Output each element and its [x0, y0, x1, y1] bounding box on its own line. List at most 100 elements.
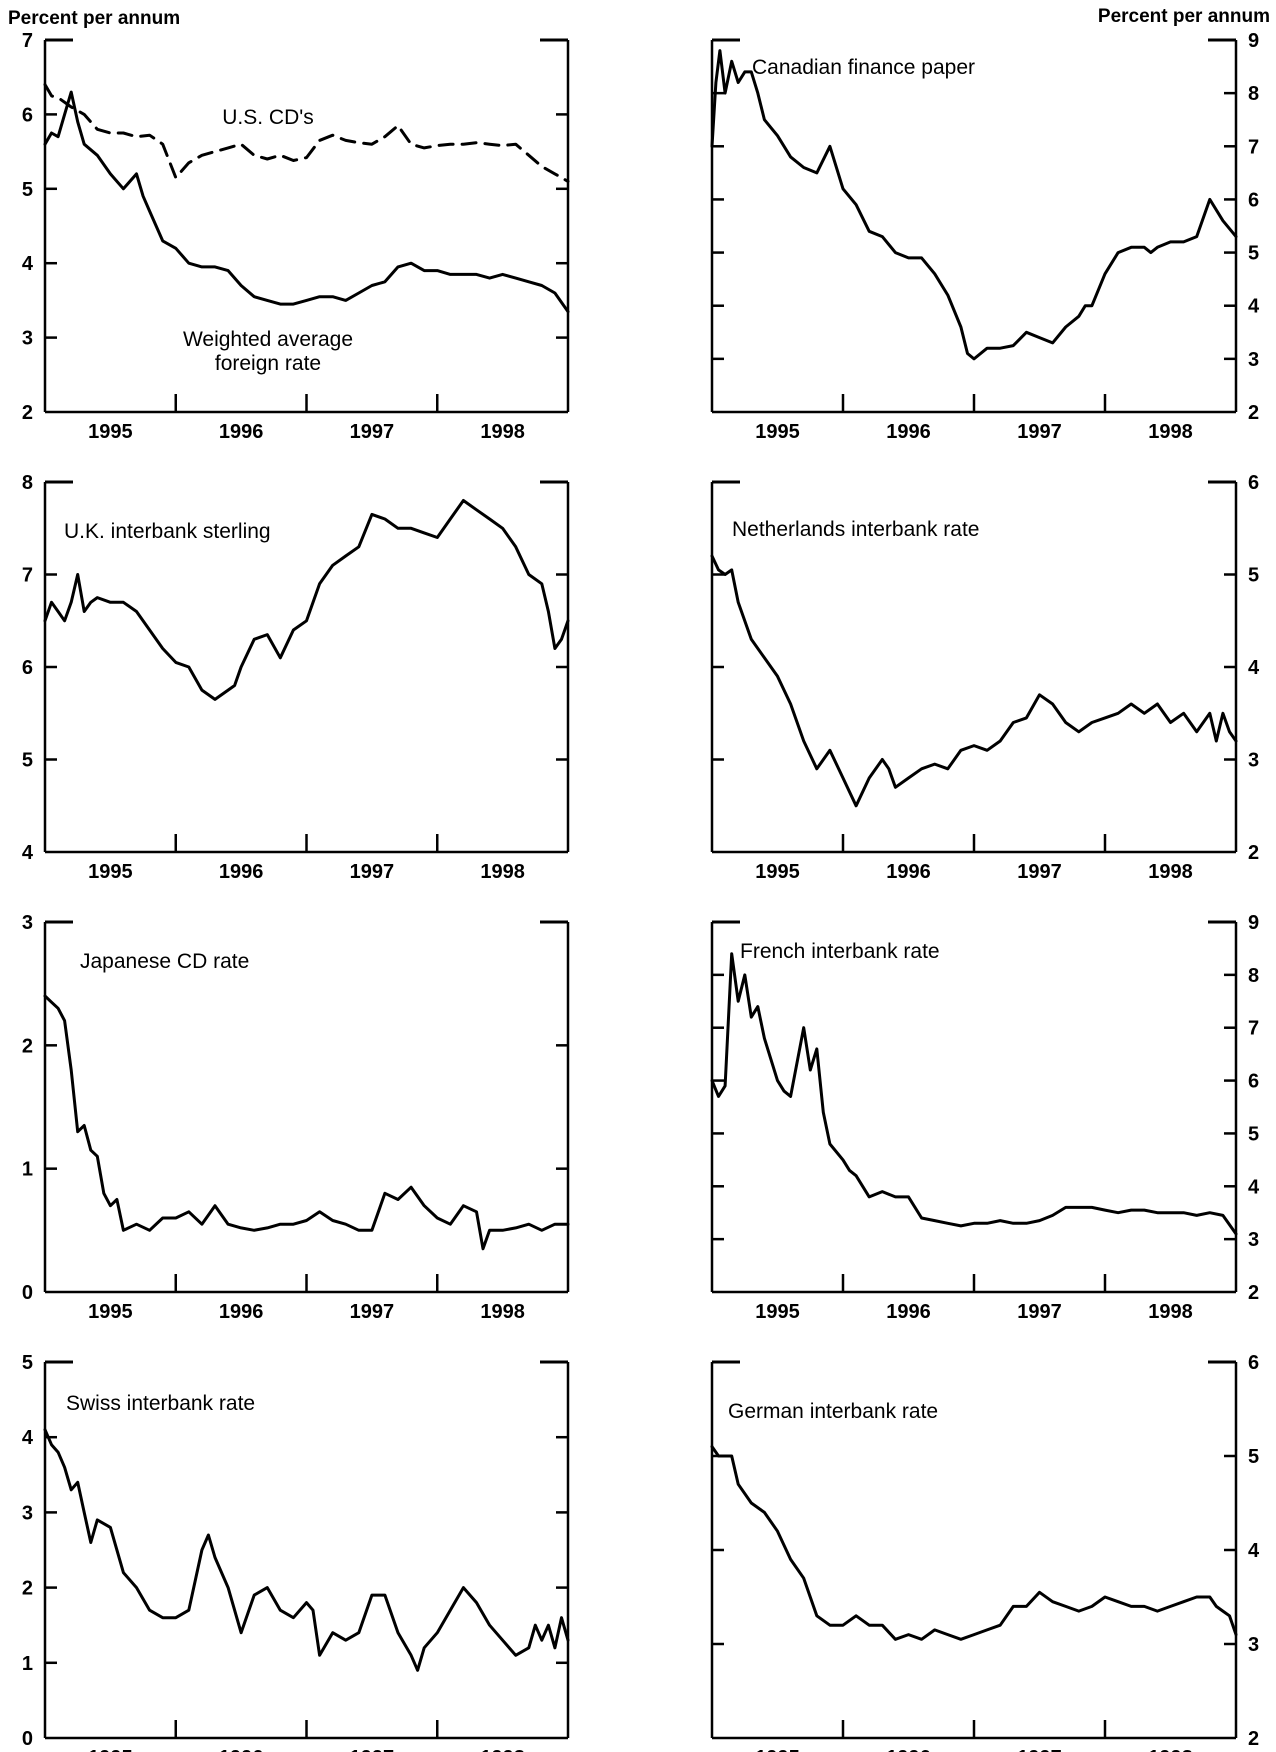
y-tick-label: 3 [1248, 1229, 1259, 1251]
y-tick-label: 3 [1248, 1634, 1259, 1656]
x-tick-label: 1997 [1017, 421, 1062, 443]
x-tick-label: 1995 [755, 1301, 800, 1323]
y-tick-label: 4 [1248, 1540, 1260, 1562]
x-tick-label: 1998 [480, 421, 525, 443]
x-tick-label: 1996 [886, 861, 931, 883]
y-tick-label: 6 [1248, 189, 1259, 211]
chart-panel-8: 2 3 4 5 6 1995 1996 1997 1998 German interbank ra… [710, 1352, 1260, 1752]
y-tick-label: 4 [1248, 1176, 1260, 1198]
series-line [43, 499, 570, 701]
y-tick-label: 7 [1248, 1018, 1259, 1040]
y-tick-label: 7 [22, 30, 33, 52]
y-tick-label: 4 [22, 842, 34, 864]
right-axis-unit-label: Percent per annum [1098, 6, 1270, 27]
x-tick-label: 1995 [88, 861, 133, 883]
x-tick-label: 1997 [1017, 861, 1062, 883]
chart-panel-7: 0 1 2 3 4 5 1995 1996 1997 1998 Swiss interbank ra… [22, 1352, 570, 1752]
x-tick-label: 1998 [1148, 1747, 1193, 1752]
y-tick-label: 7 [22, 565, 33, 587]
x-tick-label: 1998 [480, 1301, 525, 1323]
x-tick-label: 1995 [755, 421, 800, 443]
x-tick-label: 1998 [480, 861, 525, 883]
x-tick-label: 1996 [219, 421, 264, 443]
chart-label: German interbank rate [728, 1400, 938, 1423]
y-tick-label: 5 [22, 179, 33, 201]
x-tick-label: 1995 [88, 1301, 133, 1323]
left-axis-unit-label: Percent per annum [8, 8, 180, 29]
y-tick-label: 2 [1248, 402, 1259, 424]
y-tick-label: 0 [22, 1728, 33, 1750]
y-tick-label: 3 [22, 328, 33, 350]
series-line [43, 994, 570, 1251]
x-tick-label: 1996 [219, 1301, 264, 1323]
y-tick-label: 3 [22, 912, 33, 934]
y-tick-label: 5 [22, 1352, 33, 1374]
y-tick-label: 0 [22, 1282, 33, 1304]
series-line-dashed [43, 83, 570, 183]
x-tick-label: 1997 [350, 861, 395, 883]
x-tick-label: 1998 [480, 1747, 525, 1752]
y-tick-label: 7 [1248, 136, 1259, 158]
series-line [43, 90, 570, 314]
y-tick-label: 3 [22, 1502, 33, 1524]
chart-label: U.S. CD's [222, 106, 314, 129]
chart-label: Canadian finance paper [752, 56, 975, 79]
y-tick-label: 6 [22, 104, 33, 126]
y-tick-label: 2 [22, 1035, 33, 1057]
chart-label: Japanese CD rate [80, 950, 249, 973]
series-line [43, 1428, 570, 1672]
series-line [710, 952, 1238, 1236]
y-tick-label: 2 [1248, 1728, 1259, 1750]
x-tick-label: 1996 [886, 1747, 931, 1752]
y-tick-label: 4 [1248, 657, 1260, 679]
series-line [710, 1445, 1238, 1641]
x-tick-label: 1997 [350, 1747, 395, 1752]
y-tick-label: 5 [1248, 243, 1259, 265]
chart-label: Weighted average [183, 328, 353, 351]
series-line [710, 49, 1238, 361]
x-tick-label: 1998 [1148, 421, 1193, 443]
y-tick-label: 1 [22, 1653, 33, 1675]
chart-label: Swiss interbank rate [66, 1392, 255, 1415]
chart-panel-5: 0 1 2 3 1995 1996 1997 1998 Japanese CD rate [22, 912, 570, 1323]
chart-panel-3: 4 5 6 7 8 1995 1996 1997 1998 U.K. interbank ster… [22, 472, 570, 883]
chart-label: French interbank rate [740, 940, 940, 963]
y-tick-label: 2 [1248, 842, 1259, 864]
y-tick-label: 4 [22, 253, 34, 275]
y-tick-label: 6 [1248, 1071, 1259, 1093]
y-tick-label: 2 [1248, 1282, 1259, 1304]
y-tick-label: 5 [1248, 1446, 1259, 1468]
y-tick-label: 6 [22, 657, 33, 679]
y-tick-label: 4 [22, 1427, 34, 1449]
x-tick-label: 1997 [350, 421, 395, 443]
x-tick-label: 1997 [1017, 1301, 1062, 1323]
x-tick-label: 1996 [886, 421, 931, 443]
x-tick-label: 1998 [1148, 1301, 1193, 1323]
chart-label: U.K. interbank sterling [64, 520, 271, 543]
x-tick-label: 1997 [1017, 1747, 1062, 1752]
y-tick-label: 8 [1248, 965, 1259, 987]
y-tick-label: 3 [1248, 750, 1259, 772]
chart-panel-2: 2 3 4 5 6 7 8 9 1995 1996 1997 1998 Canadian finance… [710, 30, 1260, 443]
y-tick-label: 8 [1248, 83, 1259, 105]
chart-label: foreign rate [215, 352, 321, 375]
chart-label: Netherlands interbank rate [732, 518, 979, 541]
x-tick-label: 1995 [88, 1747, 133, 1752]
y-tick-label: 9 [1248, 912, 1259, 934]
y-tick-label: 2 [22, 1578, 33, 1600]
x-tick-label: 1996 [219, 861, 264, 883]
y-tick-label: 6 [1248, 472, 1259, 494]
x-tick-label: 1995 [88, 421, 133, 443]
x-tick-label: 1997 [350, 1301, 395, 1323]
x-tick-label: 1996 [886, 1301, 931, 1323]
x-tick-label: 1996 [219, 1747, 264, 1752]
y-tick-label: 5 [1248, 1123, 1259, 1145]
y-tick-label: 5 [1248, 565, 1259, 587]
x-tick-label: 1995 [755, 1747, 800, 1752]
y-tick-label: 3 [1248, 349, 1259, 371]
y-tick-label: 9 [1248, 30, 1259, 52]
y-tick-label: 4 [1248, 296, 1260, 318]
x-tick-label: 1998 [1148, 861, 1193, 883]
